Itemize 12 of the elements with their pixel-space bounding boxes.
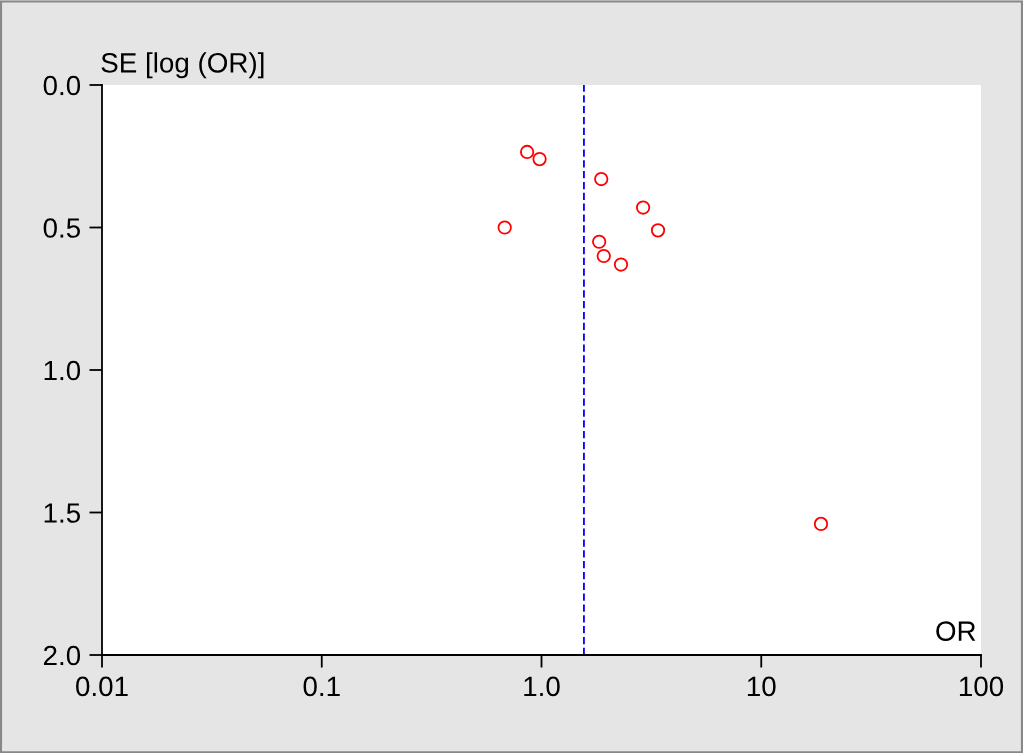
y-axis-title: SE [log (OR)] <box>101 52 264 79</box>
x-tick-label: 1.0 <box>524 676 560 697</box>
x-tick-label: 100 <box>959 676 1004 697</box>
y-tick-label: 1.5 <box>44 503 81 523</box>
x-tick-label: 10 <box>747 676 776 697</box>
x-tick-label: 0.01 <box>76 676 128 697</box>
y-tick-label: 2.0 <box>43 645 81 666</box>
x-tick-label: 0.1 <box>303 676 340 697</box>
y-tick-label: 0.0 <box>43 75 81 96</box>
y-tick-label: 0.5 <box>43 218 81 238</box>
x-axis-title: OR <box>936 621 976 641</box>
y-tick-label: 1.0 <box>44 360 81 381</box>
